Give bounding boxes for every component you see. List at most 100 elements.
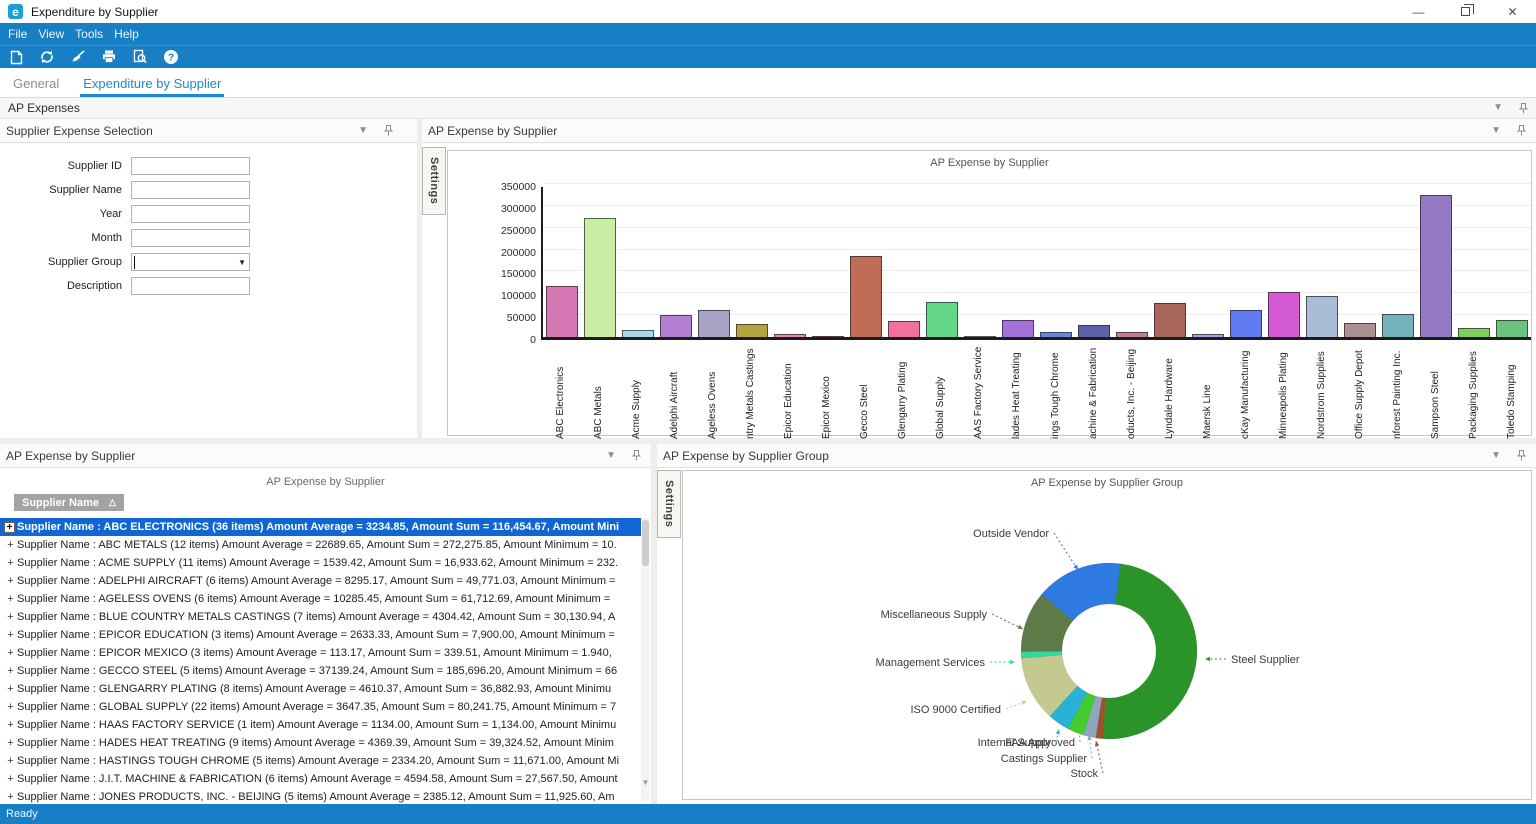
table-row[interactable]: + Supplier Name : EPICOR MEXICO (3 items)… xyxy=(0,644,641,662)
table-row[interactable]: + Supplier Name : AGELESS OVENS (6 items)… xyxy=(0,590,641,608)
supplier-group-dropdown[interactable]: ▼ xyxy=(131,253,250,271)
bar-lades-heat-treating[interactable] xyxy=(1001,319,1035,337)
column-header-supplier-name[interactable]: Supplier Name △ xyxy=(14,494,124,511)
clear-icon[interactable] xyxy=(69,48,87,66)
bar-gecco-steel[interactable] xyxy=(849,255,883,337)
chevron-down-icon[interactable]: ▼ xyxy=(1491,449,1501,461)
pin-icon[interactable] xyxy=(1517,450,1526,461)
scroll-down-icon[interactable]: ▼ xyxy=(641,778,650,787)
bar-maersk-line[interactable] xyxy=(1191,333,1225,337)
table-row[interactable]: + Supplier Name : HAAS FACTORY SERVICE (1… xyxy=(0,716,641,734)
bar-ntry-metals-castings[interactable] xyxy=(735,323,769,337)
description-field[interactable] xyxy=(131,277,250,295)
horizontal-splitter[interactable] xyxy=(0,438,1536,444)
table-row[interactable]: + Supplier Name : GLOBAL SUPPLY (22 items… xyxy=(0,698,641,716)
table-row[interactable]: + Supplier Name : GLENGARRY PLATING (8 it… xyxy=(0,680,641,698)
bar-packaging-supplies[interactable] xyxy=(1457,328,1491,337)
expand-icon[interactable]: + xyxy=(7,647,14,659)
minimize-button[interactable]: — xyxy=(1412,4,1425,19)
menu-view[interactable]: View xyxy=(38,27,65,41)
bar-office-supply-depot[interactable] xyxy=(1343,323,1377,337)
bar-global-supply[interactable] xyxy=(925,301,959,337)
print-icon[interactable] xyxy=(100,48,118,66)
help-icon[interactable]: ? xyxy=(162,48,180,66)
bar-minneapolis-plating[interactable] xyxy=(1267,292,1301,337)
pin-icon[interactable] xyxy=(1517,125,1526,136)
tab-general[interactable]: General xyxy=(13,76,60,91)
slice-iso-9000-certified[interactable] xyxy=(1021,654,1078,717)
expand-icon[interactable]: + xyxy=(7,737,14,749)
table-row[interactable]: + Supplier Name : GECCO STEEL (5 items) A… xyxy=(0,662,641,680)
chevron-down-icon[interactable]: ▼ xyxy=(606,449,616,461)
expand-icon[interactable]: + xyxy=(7,557,14,569)
table-row[interactable]: + Supplier Name : JONES PRODUCTS, INC. - … xyxy=(0,788,641,804)
expand-icon[interactable]: + xyxy=(7,755,14,767)
table-row[interactable]: + Supplier Name : HASTINGS TOUGH CHROME (… xyxy=(0,752,641,770)
bar-ageless-ovens[interactable] xyxy=(697,310,731,337)
scrollbar-thumb[interactable] xyxy=(642,520,649,566)
expand-icon[interactable]: + xyxy=(4,522,15,534)
vertical-splitter[interactable] xyxy=(417,119,422,438)
pin-icon[interactable] xyxy=(632,450,641,461)
bar-nforest-painting-inc-[interactable] xyxy=(1381,314,1415,337)
expand-icon[interactable]: + xyxy=(7,719,14,731)
table-row[interactable]: + Supplier Name : ABC METALS (12 items) A… xyxy=(0,536,641,554)
slice-steel-supplier[interactable] xyxy=(1102,563,1198,740)
table-row[interactable]: + Supplier Name : J.I.T. MACHINE & FABRIC… xyxy=(0,770,641,788)
bar-ckay-manufacturing[interactable] xyxy=(1229,310,1263,337)
tab-expenditure-by-supplier[interactable]: Expenditure by Supplier xyxy=(80,73,225,97)
slice-miscellaneous-supply[interactable] xyxy=(1020,594,1074,652)
bar-abc-metals[interactable] xyxy=(583,217,617,337)
chevron-down-icon[interactable]: ▼ xyxy=(1493,102,1503,113)
table-row[interactable]: + Supplier Name : ADELPHI AIRCRAFT (6 ite… xyxy=(0,572,641,590)
menu-help[interactable]: Help xyxy=(114,27,139,41)
table-row[interactable]: + Supplier Name : HADES HEAT TREATING (9 … xyxy=(0,734,641,752)
bar-toledo-stamping[interactable] xyxy=(1495,320,1529,337)
slice-stock[interactable] xyxy=(1095,697,1106,740)
expand-icon[interactable]: + xyxy=(7,683,14,695)
menu-file[interactable]: File xyxy=(8,27,28,41)
expand-icon[interactable]: + xyxy=(7,611,14,623)
table-row[interactable]: + Supplier Name : ACME SUPPLY (11 items) … xyxy=(0,554,641,572)
print-preview-icon[interactable] xyxy=(131,48,149,66)
vertical-scrollbar[interactable]: ▼ xyxy=(641,518,650,801)
restore-button[interactable] xyxy=(1442,0,1489,23)
chevron-down-icon[interactable]: ▼ xyxy=(238,257,246,267)
slice-management-services[interactable] xyxy=(1020,651,1063,659)
bar-epicor-mexico[interactable] xyxy=(811,336,845,337)
month-field[interactable] xyxy=(131,229,250,247)
chevron-down-icon[interactable]: ▼ xyxy=(358,124,368,136)
bar-acme-supply[interactable] xyxy=(621,329,655,337)
bar-achine-fabrication[interactable] xyxy=(1077,324,1111,337)
menu-tools[interactable]: Tools xyxy=(75,27,104,41)
bar-sampson-steel[interactable] xyxy=(1419,195,1453,337)
pin-icon[interactable] xyxy=(384,125,393,136)
expand-icon[interactable]: + xyxy=(7,575,14,587)
bar-nordstrom-supplies[interactable] xyxy=(1305,296,1339,337)
bar-abc-electronics[interactable] xyxy=(545,286,579,337)
expand-icon[interactable]: + xyxy=(7,593,14,605)
refresh-icon[interactable] xyxy=(38,48,56,66)
pin-icon[interactable] xyxy=(1519,102,1528,114)
slice-faa-approved[interactable] xyxy=(1067,692,1096,736)
chevron-down-icon[interactable]: ▼ xyxy=(1491,124,1501,136)
bar-glengarry-plating[interactable] xyxy=(887,320,921,337)
expand-icon[interactable]: + xyxy=(7,701,14,713)
bar-aas-factory-service[interactable] xyxy=(963,336,997,337)
slice-outside-vendor[interactable] xyxy=(1041,562,1121,622)
tab-settings[interactable]: Settings xyxy=(657,470,681,538)
expand-icon[interactable]: + xyxy=(7,773,14,785)
tab-settings[interactable]: Settings xyxy=(422,147,446,215)
table-row[interactable]: + Supplier Name : BLUE COUNTRY METALS CAS… xyxy=(0,608,641,626)
bar-ings-tough-chrome[interactable] xyxy=(1039,331,1073,337)
supplier-id-field[interactable] xyxy=(131,157,250,175)
bar-epicor-education[interactable] xyxy=(773,333,807,337)
expand-icon[interactable]: + xyxy=(7,629,14,641)
year-field[interactable] xyxy=(131,205,250,223)
vertical-splitter[interactable] xyxy=(651,444,657,804)
table-row[interactable]: + Supplier Name : ABC ELECTRONICS (36 ite… xyxy=(0,518,641,536)
slice-castings-supplier[interactable] xyxy=(1083,695,1103,739)
close-button[interactable]: ✕ xyxy=(1507,4,1518,19)
expand-icon[interactable]: + xyxy=(7,791,14,803)
bar-adelphi-aircraft[interactable] xyxy=(659,315,693,337)
